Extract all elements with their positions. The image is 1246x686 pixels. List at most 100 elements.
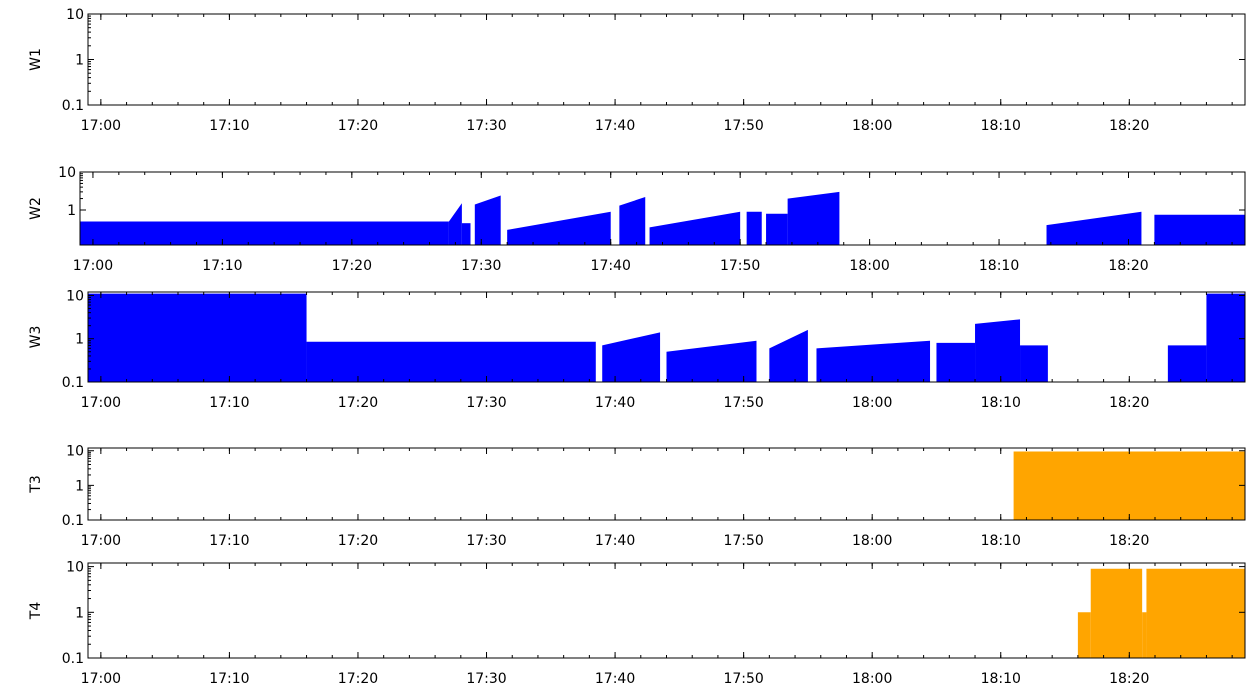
x-tick-label: 17:10	[202, 258, 242, 274]
x-tick-label: 17:20	[338, 533, 378, 549]
data-area-segment	[746, 211, 762, 245]
x-minor-ticks	[92, 172, 1233, 245]
x-tick-label: 17:30	[466, 533, 506, 549]
x-tick-label: 18:00	[849, 258, 889, 274]
data-area-segment	[1090, 568, 1143, 658]
data-area-segment	[461, 223, 471, 245]
data-area-segment	[306, 341, 596, 382]
y-tick-label: 0.1	[62, 513, 84, 529]
panel-w2: 17:00 17:10 17:20 17:30 17:40 17:50 18:00 18:10…	[28, 165, 1246, 274]
x-tick-label: 18:20	[1109, 533, 1149, 549]
data-area-segment	[1013, 451, 1245, 520]
data-area-segment	[448, 203, 462, 245]
data-area-segment	[1154, 214, 1245, 245]
x-tick-label: 17:50	[723, 671, 763, 686]
x-tick-label: 17:00	[81, 533, 121, 549]
x-tick-label: 18:10	[981, 395, 1021, 411]
x-tick-label: 17:30	[466, 118, 506, 134]
y-tick-label: 10	[66, 288, 84, 304]
y-tick-label: 0.1	[62, 375, 84, 391]
x-tick-label: 18:20	[1108, 258, 1148, 274]
panel-w1: 17:00 17:10 17:20 17:30 17:40 17:50 18:00 18:10…	[28, 7, 1246, 134]
data-area-segment	[649, 211, 741, 245]
x-tick-label: 17:00	[81, 118, 121, 134]
y-tick-label: 10	[58, 165, 76, 181]
data-area-segment	[602, 332, 661, 382]
x-tick-label: 17:40	[595, 395, 635, 411]
x-tick-label: 18:00	[852, 395, 892, 411]
x-tick-label: 17:50	[723, 533, 763, 549]
panel-w3: 17:00 17:10 17:20 17:30 17:40 17:50 18:00 18:10…	[28, 288, 1246, 411]
panel-t4: 17:00 17:10 17:20 17:30 17:40 17:50 18:00 18:10…	[28, 560, 1246, 686]
y-axis-label: W1	[28, 48, 44, 71]
data-area-segment	[1142, 612, 1147, 658]
x-tick-label: 17:30	[461, 258, 501, 274]
x-tick-label: 17:50	[720, 258, 760, 274]
data-area-segment	[1020, 345, 1048, 382]
y-tick-label: 1	[67, 203, 76, 219]
x-tick-label: 18:10	[981, 118, 1021, 134]
x-tick-label: 17:40	[591, 258, 631, 274]
x-tick-label: 18:10	[979, 258, 1019, 274]
x-tick-label: 18:00	[852, 533, 892, 549]
data-area-segment	[507, 211, 611, 245]
y-axis-label: W3	[28, 326, 44, 349]
x-tick-label: 17:20	[338, 671, 378, 686]
x-tick-label: 17:40	[595, 671, 635, 686]
x-minor-ticks	[100, 563, 1233, 658]
x-tick-label: 17:20	[338, 118, 378, 134]
x-tick-label: 18:00	[852, 671, 892, 686]
data-area-segment	[816, 340, 931, 382]
x-tick-label: 18:20	[1109, 671, 1149, 686]
y-tick-label: 10	[66, 7, 84, 23]
x-tick-label: 17:30	[466, 395, 506, 411]
y-tick-label: 0.1	[62, 98, 84, 114]
data-area-segment	[474, 195, 501, 245]
y-axis-label: W2	[28, 197, 44, 220]
x-tick-label: 18:10	[981, 671, 1021, 686]
x-tick-label: 17:10	[209, 671, 249, 686]
x-tick-label: 18:10	[981, 533, 1021, 549]
plot-frame	[87, 562, 1246, 659]
x-tick-label: 17:00	[81, 395, 121, 411]
data-area-segment	[769, 329, 808, 382]
data-area-segment	[1167, 345, 1207, 382]
data-area-segment	[787, 191, 840, 245]
x-tick-label: 18:20	[1109, 118, 1149, 134]
y-axis-label: T3	[28, 475, 44, 493]
y-tick-label: 1	[75, 53, 84, 69]
x-tick-label: 17:10	[209, 118, 249, 134]
x-tick-label: 17:20	[338, 395, 378, 411]
x-tick-label: 18:20	[1109, 395, 1149, 411]
data-area-segment	[1046, 211, 1142, 245]
plot-frame	[87, 13, 1246, 106]
x-tick-label: 17:40	[595, 118, 635, 134]
x-tick-label: 17:50	[723, 118, 763, 134]
data-area-segment	[1146, 568, 1245, 658]
y-tick-label: 1	[75, 605, 84, 621]
data-area-segment	[1077, 612, 1091, 658]
x-tick-label: 17:50	[723, 395, 763, 411]
y-tick-label: 1	[75, 332, 84, 348]
data-area-segment	[936, 342, 976, 382]
y-tick-label: 0.1	[62, 651, 84, 667]
data-area-segment	[666, 340, 757, 382]
y-tick-label: 10	[66, 560, 84, 576]
x-minor-ticks	[100, 14, 1233, 105]
x-tick-label: 17:10	[209, 533, 249, 549]
data-area-segment	[88, 293, 307, 382]
x-tick-label: 17:00	[73, 258, 113, 274]
x-tick-label: 17:30	[466, 671, 506, 686]
y-tick-label: 10	[66, 444, 84, 460]
x-tick-label: 17:10	[209, 395, 249, 411]
panel-t3: 17:00 17:10 17:20 17:30 17:40 17:50 18:00 18:10…	[28, 444, 1246, 549]
x-tick-label: 17:00	[81, 671, 121, 686]
data-area-segment	[975, 319, 1021, 382]
y-tick-label: 1	[75, 478, 84, 494]
x-tick-label: 17:40	[595, 533, 635, 549]
x-tick-label: 18:00	[852, 118, 892, 134]
x-tick-label: 17:20	[332, 258, 372, 274]
data-area-segment	[80, 221, 449, 245]
data-area-segment	[1206, 293, 1245, 382]
